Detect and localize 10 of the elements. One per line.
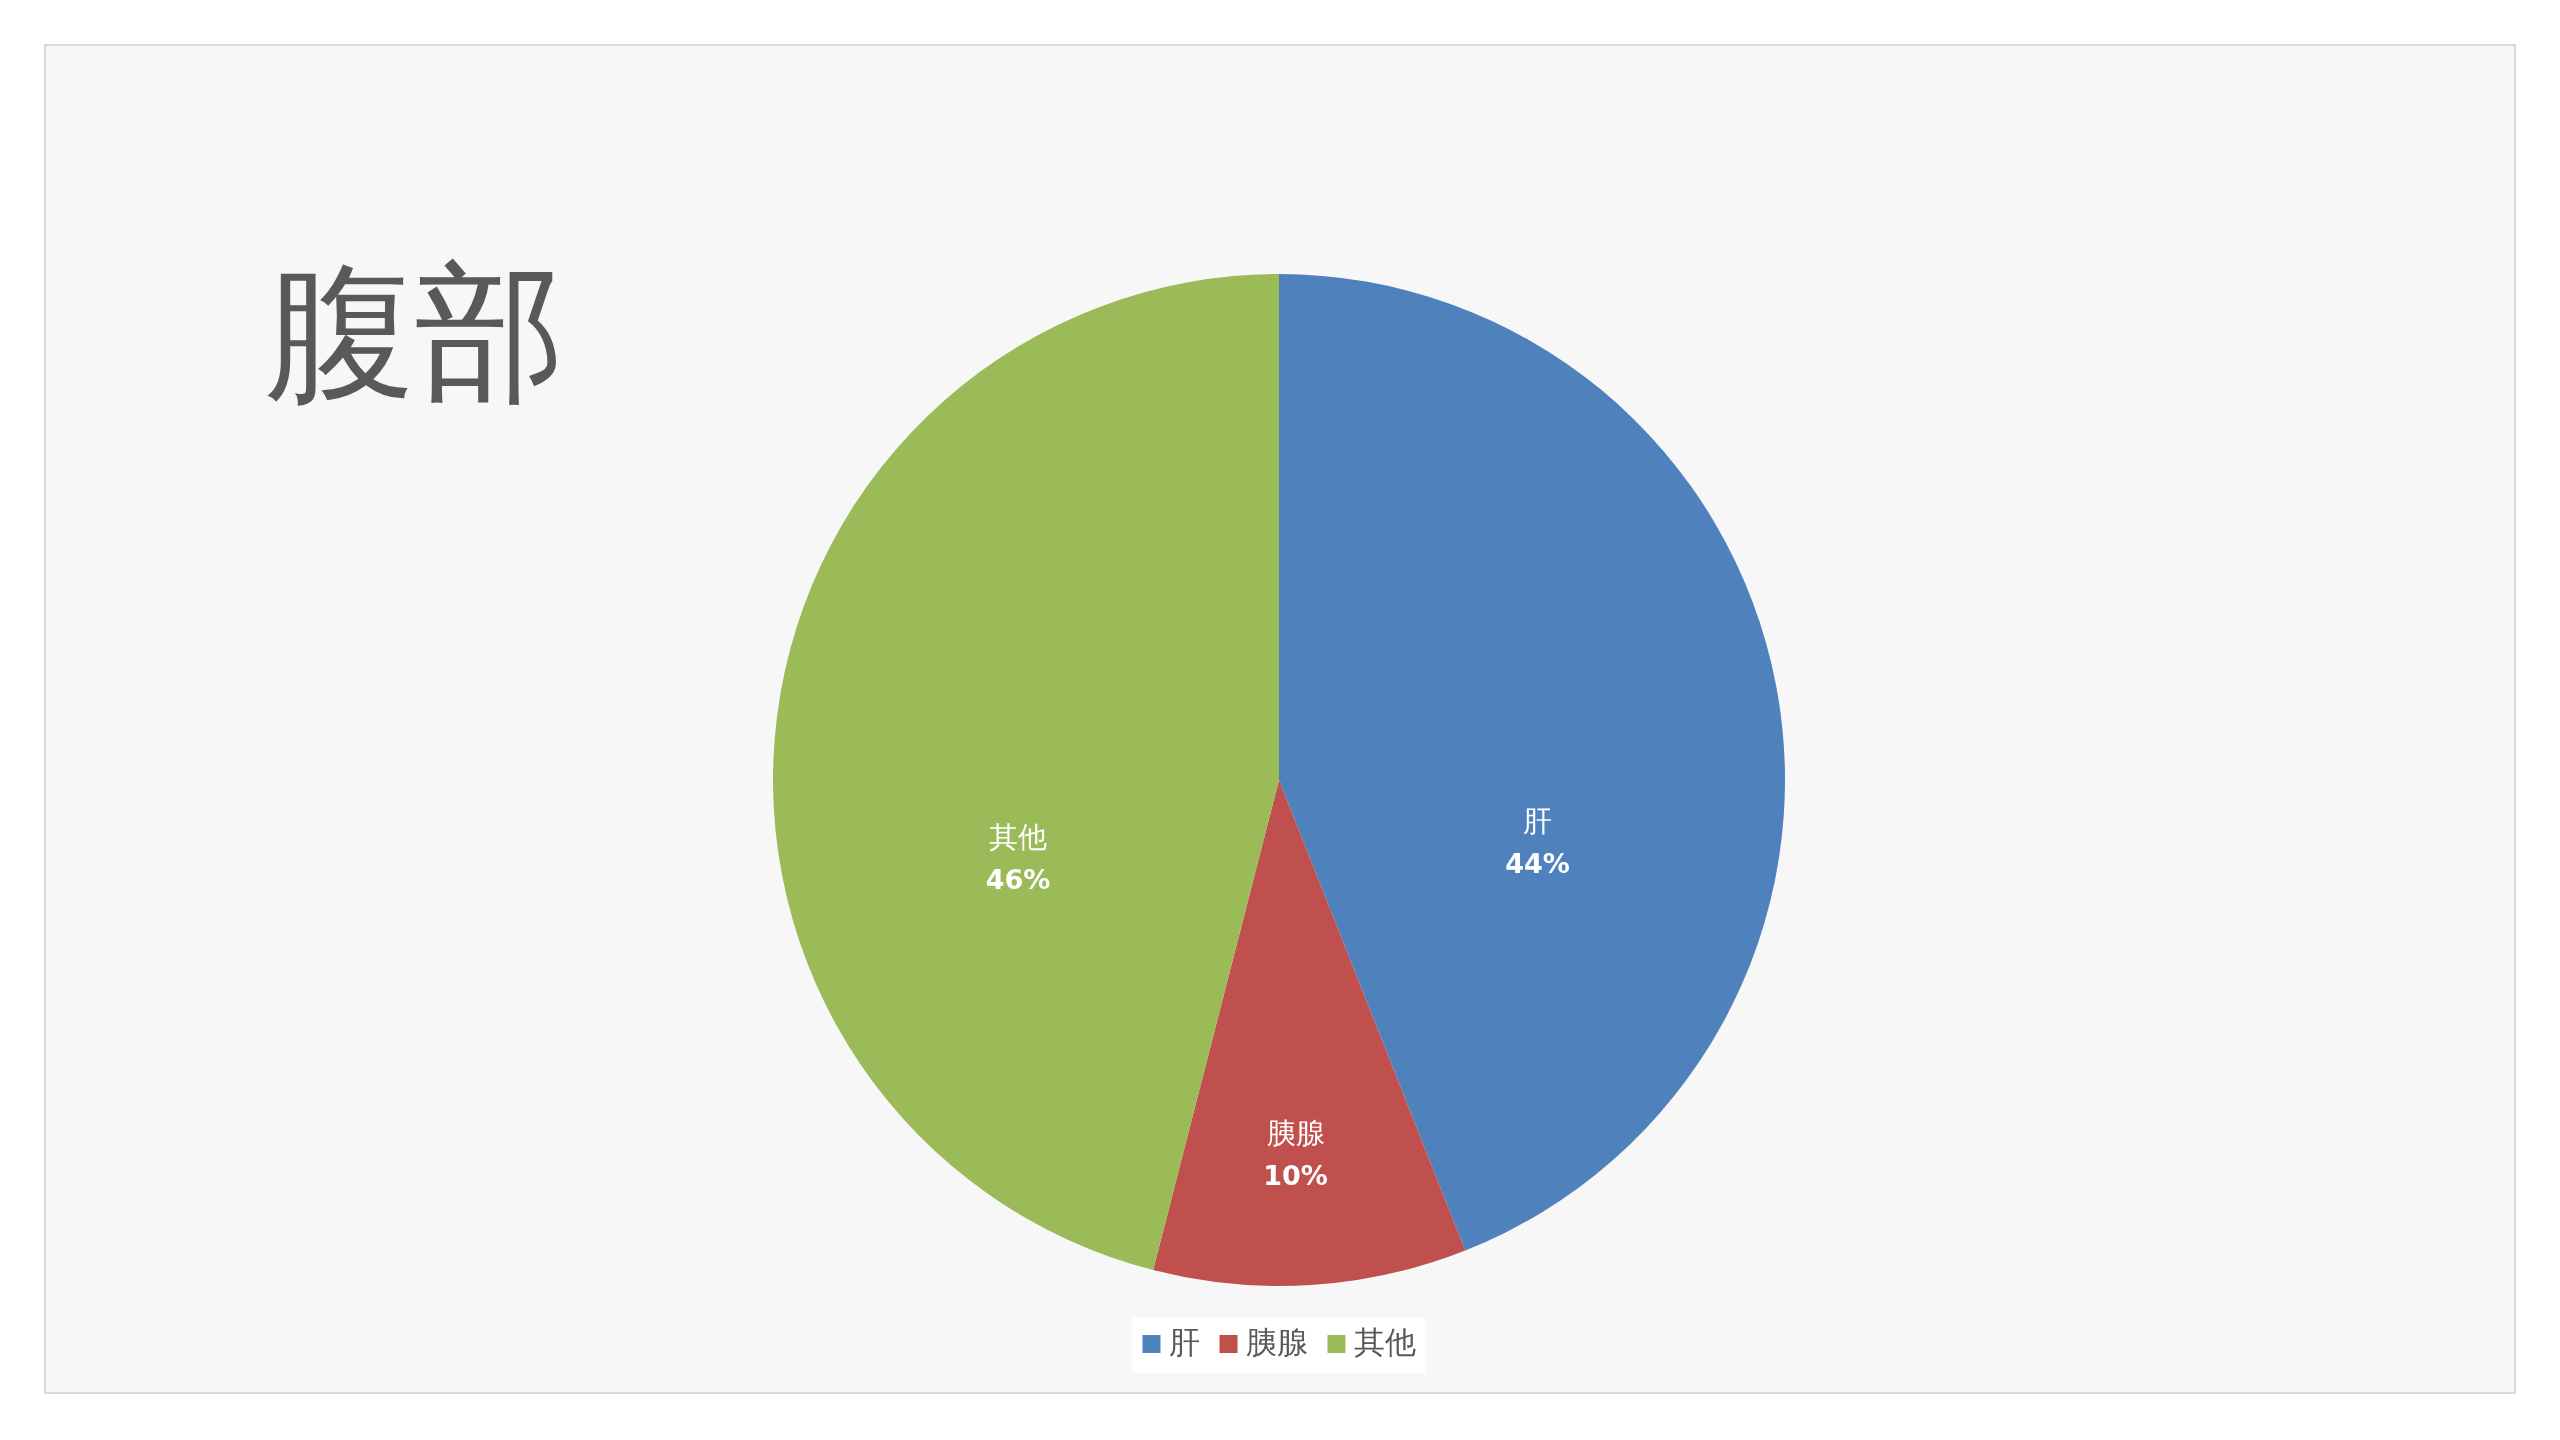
slice-label: 其他 xyxy=(988,820,1047,855)
data-label: 44% xyxy=(1505,847,1570,879)
legend-label: 肝 xyxy=(1168,1324,1200,1360)
slice-label: 肝 xyxy=(1522,803,1552,838)
data-label: 46% xyxy=(985,864,1051,896)
chart-title: 腹部 xyxy=(265,246,565,420)
legend-label: 胰腺 xyxy=(1245,1324,1308,1360)
data-label: 10% xyxy=(1263,1159,1328,1191)
slice-label: 胰腺 xyxy=(1266,1115,1325,1150)
legend-label: 其他 xyxy=(1353,1324,1416,1360)
